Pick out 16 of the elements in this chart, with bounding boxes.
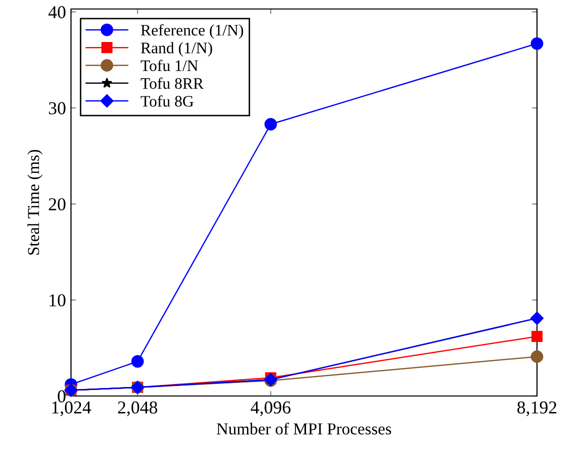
y-tick-label: 40 [48,6,66,18]
y-tick-label: 0 [58,390,66,402]
legend-label: Tofu 8G [140,95,194,107]
y-axis-title: Steal Time (ms) [27,150,43,255]
legend-label: Tofu 8RR [140,78,204,89]
x-tick-label: 8,192 [517,401,556,416]
y-tick-label: 30 [48,102,66,114]
legend-label: Reference (1/N) [140,24,244,39]
y-tick-label: 10 [50,294,66,306]
y-tick-label: 20 [48,198,66,210]
legend-label: Rand (1/N) [140,42,212,57]
legend-label: Tofu 1/N [140,60,198,72]
x-tick-label: 1,024 [52,401,92,416]
x-axis-title: Number of MPI Processes [216,422,392,435]
x-tick-label: 2,048 [118,401,158,416]
x-tick-label: 4,096 [250,401,290,416]
